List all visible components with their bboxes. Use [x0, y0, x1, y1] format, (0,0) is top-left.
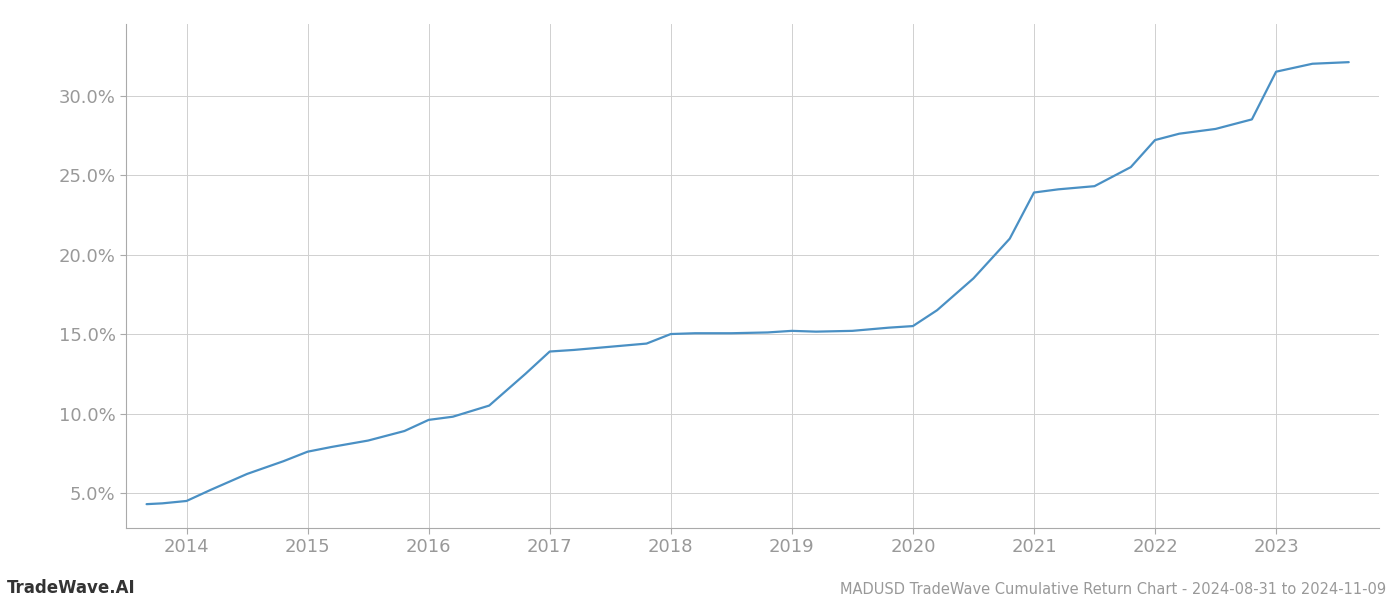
Text: MADUSD TradeWave Cumulative Return Chart - 2024-08-31 to 2024-11-09: MADUSD TradeWave Cumulative Return Chart… [840, 582, 1386, 597]
Text: TradeWave.AI: TradeWave.AI [7, 579, 136, 597]
